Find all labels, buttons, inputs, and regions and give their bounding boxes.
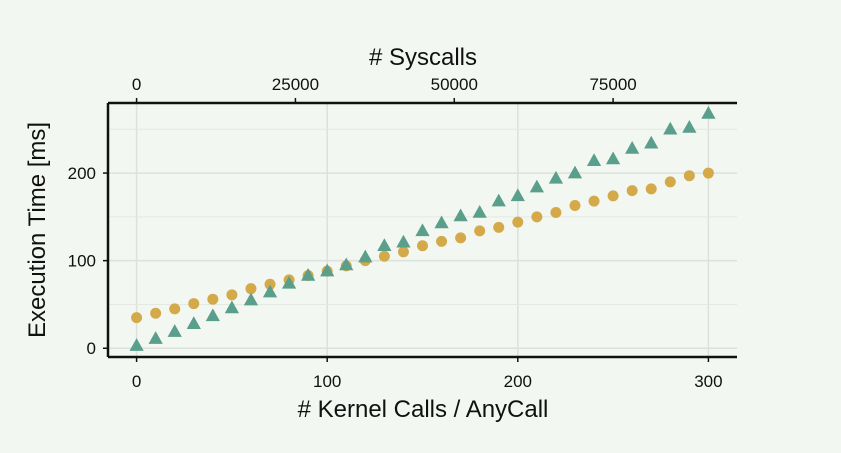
triangle-point xyxy=(186,316,201,329)
circle-point xyxy=(397,246,409,258)
triangle-point xyxy=(529,179,544,193)
triangle-point xyxy=(301,268,316,281)
circle-point xyxy=(131,312,143,324)
triangle-point xyxy=(243,292,259,306)
triangle-point xyxy=(339,257,354,271)
axes xyxy=(103,98,737,362)
circle-point xyxy=(512,216,524,228)
circle-point xyxy=(569,199,581,211)
circle-point xyxy=(417,240,428,252)
triangle-point xyxy=(625,141,640,154)
triangle-point xyxy=(320,263,335,277)
circle-point xyxy=(150,307,162,319)
circle-point xyxy=(607,190,619,202)
tick-labels: 0 100 200 300 0 100 200 0 25000 50000 75000 xyxy=(68,75,723,391)
circle-point xyxy=(531,211,543,223)
y-tick-label: 200 xyxy=(68,164,96,183)
circle-point xyxy=(207,293,219,305)
circle-point xyxy=(436,235,448,247)
circle-point xyxy=(588,195,600,207)
triangle-point xyxy=(491,193,506,207)
triangle-point xyxy=(510,188,525,202)
x-tick-label: 300 xyxy=(694,372,722,391)
data-points xyxy=(129,106,716,351)
triangle-point xyxy=(415,223,430,237)
circle-point xyxy=(226,289,238,301)
triangle-point xyxy=(129,338,144,351)
top-tick-label: 0 xyxy=(132,75,141,94)
x-tick-label: 0 xyxy=(132,372,141,391)
circle-point xyxy=(683,170,695,182)
triangle-point xyxy=(682,120,697,133)
triangle-point xyxy=(377,238,392,252)
triangle-point xyxy=(586,153,602,167)
circle-point xyxy=(455,232,467,244)
triangle-point xyxy=(548,170,564,184)
circle-point xyxy=(645,183,657,195)
triangle-point xyxy=(396,234,411,248)
triangle-point xyxy=(701,106,716,119)
circle-point xyxy=(702,167,714,179)
circle-point xyxy=(664,176,676,188)
grid-lines xyxy=(108,103,737,357)
triangle-point xyxy=(453,208,468,222)
circle-point xyxy=(188,298,200,310)
triangle-point xyxy=(567,165,583,179)
triangle-point xyxy=(434,215,449,229)
triangle-point xyxy=(644,135,659,149)
triangle-point xyxy=(224,300,240,314)
circle-point xyxy=(550,206,562,218)
triangle-point xyxy=(605,151,621,165)
triangle-point xyxy=(205,308,220,322)
triangle-point xyxy=(472,204,487,218)
circle-point xyxy=(493,221,505,233)
top-axis-title: # Syscalls xyxy=(369,44,477,71)
triangle-point xyxy=(281,275,297,289)
y-tick-label: 100 xyxy=(68,252,96,271)
top-tick-label: 75000 xyxy=(589,75,636,94)
top-tick-label: 50000 xyxy=(431,75,478,94)
circle-point xyxy=(245,283,257,295)
triangle-point xyxy=(358,249,373,263)
triangle-point xyxy=(262,284,278,298)
x-axis-title: # Kernel Calls / AnyCall xyxy=(298,396,549,423)
x-tick-label: 200 xyxy=(504,372,532,391)
circle-point xyxy=(264,278,276,290)
circle-point xyxy=(169,303,181,315)
triangle-point xyxy=(148,331,163,344)
circle-point xyxy=(378,250,390,262)
triangle-point xyxy=(167,324,182,337)
x-tick-label: 100 xyxy=(313,372,341,391)
top-tick-label: 25000 xyxy=(272,75,319,94)
circle-point xyxy=(474,225,486,237)
triangle-point xyxy=(663,121,678,135)
circle-point xyxy=(626,185,638,197)
y-axis-title: Execution Time [ms] xyxy=(24,122,51,338)
y-tick-label: 0 xyxy=(87,339,96,358)
